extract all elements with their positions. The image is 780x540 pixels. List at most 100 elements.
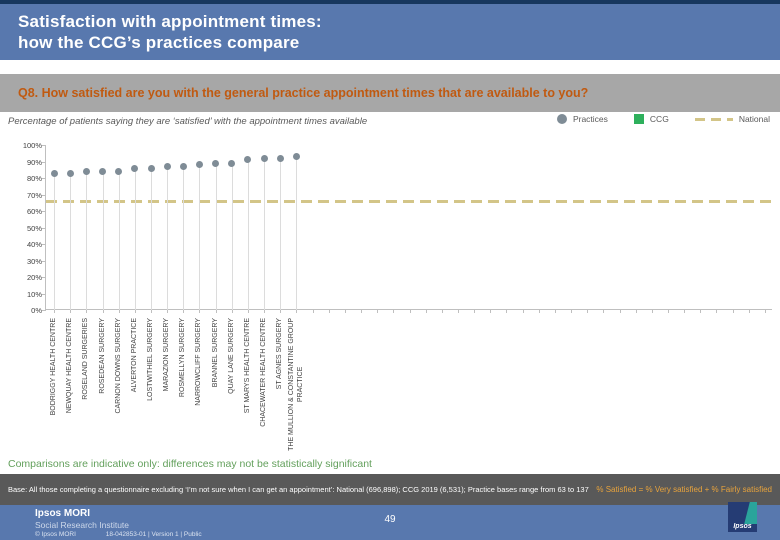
slide-title-line2: how the CCG’s practices compare — [18, 33, 300, 52]
legend-label: Practices — [572, 114, 608, 124]
page-number: 49 — [384, 514, 396, 525]
slide-footer: Ipsos MORI Social Research Institute © I… — [0, 502, 780, 540]
ipsos-logo: Ipsos — [728, 502, 757, 532]
x-axis-tick — [571, 309, 573, 313]
x-axis-tick — [635, 309, 637, 313]
data-point-stem — [296, 156, 298, 310]
y-axis-tick — [42, 244, 46, 245]
x-axis-category-label: THE MULLION & CONSTANTINE GROUP PRACTICE — [288, 318, 304, 451]
chart-legend: Practices CCG National — [556, 114, 770, 124]
footer-brand-subtitle: Social Research Institute — [35, 520, 130, 530]
x-axis-category-label: BODRIGGY HEALTH CENTRE — [50, 318, 58, 416]
data-point-stem — [231, 163, 233, 310]
x-axis-category-label: NARROWCLIFF SURGERY — [195, 318, 203, 406]
x-axis-tick — [134, 309, 136, 313]
practice-data-point — [131, 164, 139, 172]
x-axis-tick — [700, 309, 702, 313]
practice-data-point — [292, 153, 300, 161]
data-point-stem — [151, 168, 152, 310]
x-axis-category-label: ROSEDEAN SURGERY — [98, 318, 106, 394]
practice-data-point — [115, 167, 123, 175]
x-axis-tick — [361, 309, 363, 313]
y-axis-tick — [42, 260, 46, 262]
x-axis-category-label: ROSMELLYN SURGERY — [179, 318, 187, 398]
ipsos-logo-text: Ipsos — [733, 523, 752, 530]
x-axis-tick — [457, 309, 459, 313]
x-axis-tick — [684, 309, 686, 313]
x-axis-category-label: QUAY LANE SURGERY — [227, 318, 235, 394]
x-axis-tick — [151, 309, 152, 313]
x-axis-tick — [70, 309, 72, 313]
y-axis-tick — [42, 194, 46, 196]
practice-data-point — [50, 169, 58, 177]
x-axis-tick — [522, 309, 524, 313]
practice-data-point — [228, 159, 236, 167]
y-axis-label: 90% — [26, 157, 42, 167]
x-axis-tick — [441, 309, 443, 313]
data-point-stem — [102, 171, 104, 310]
data-point-stem — [167, 166, 169, 310]
x-axis-tick — [538, 309, 540, 313]
x-axis-tick — [183, 309, 185, 313]
x-axis-tick — [619, 309, 621, 313]
y-axis-tick — [42, 145, 46, 146]
y-axis-label: 100% — [22, 141, 42, 150]
data-point-stem — [118, 171, 120, 310]
x-axis-tick — [102, 309, 104, 313]
x-axis-category-label: CARNON DOWNS SURGERY — [114, 318, 122, 414]
scatter-plot-area: 0% 10% 20% 30% 40% 50% 60% 70% 80% 90% 100% BODRIGG… — [23, 141, 773, 451]
practice-data-point — [66, 169, 74, 177]
y-axis-tick — [42, 277, 46, 278]
x-axis-tick — [328, 309, 330, 313]
national-average-line — [46, 200, 773, 204]
data-point-stem — [54, 173, 56, 310]
y-axis-tick — [42, 310, 46, 311]
data-point-stem — [134, 168, 136, 310]
x-axis-tick — [296, 309, 298, 313]
y-axis-tick — [42, 227, 46, 229]
practice-data-point — [260, 154, 268, 162]
base-bar: Base: All those completing a questionnai… — [0, 474, 780, 505]
x-axis-tick — [247, 309, 249, 313]
x-axis-category-label: ST MARYS HEALTH CENTRE — [243, 318, 251, 414]
legend-label: CCG — [649, 114, 669, 124]
practice-data-point — [212, 159, 220, 167]
data-point-stem — [199, 164, 201, 310]
x-axis-tick — [474, 309, 476, 313]
national-dashed-line-icon — [694, 117, 733, 121]
x-axis-tick — [167, 309, 169, 313]
y-axis-label: 80% — [26, 174, 42, 183]
question-text: Q8. How satisfied are you with the gener… — [18, 86, 589, 100]
practice-data-point — [179, 162, 187, 170]
x-axis-tick — [86, 309, 88, 313]
x-axis-tick — [280, 309, 282, 313]
x-axis-tick — [409, 309, 411, 313]
x-axis-tick — [425, 309, 427, 313]
satisfied-definition-note: % Satisfied = % Very satisfied + % Fairl… — [596, 485, 772, 494]
x-axis-tick — [118, 309, 120, 313]
y-axis-tick — [42, 293, 46, 295]
x-axis-tick — [231, 309, 233, 313]
practice-data-point — [195, 161, 203, 169]
comparison-note: Comparisons are indicative only: differe… — [8, 458, 372, 470]
data-point-stem — [247, 159, 249, 310]
x-axis-tick — [490, 309, 492, 313]
y-axis-label: 30% — [26, 256, 42, 266]
y-axis-label: 60% — [26, 207, 42, 216]
x-axis-tick — [587, 309, 589, 313]
chart-subtitle: Percentage of patients saying they are ‘… — [8, 116, 368, 127]
y-axis-label: 10% — [26, 289, 42, 299]
x-axis-category-label: MARAZION SURGERY — [163, 318, 171, 392]
x-axis-tick — [748, 309, 750, 313]
practice-data-point — [147, 164, 155, 172]
y-axis-tick — [42, 178, 46, 179]
x-axis-tick — [312, 309, 314, 313]
x-axis-category-label: BRANNEL SURGERY — [211, 318, 219, 388]
y-axis-label: 20% — [26, 273, 42, 282]
data-point-stem — [70, 173, 72, 310]
practice-dot-icon — [556, 114, 567, 124]
x-axis-category-label: ALVERTON PRACTICE — [130, 318, 138, 393]
footer-copyright: © Ipsos MORI — [35, 531, 76, 538]
legend-item-national: National — [694, 114, 770, 124]
